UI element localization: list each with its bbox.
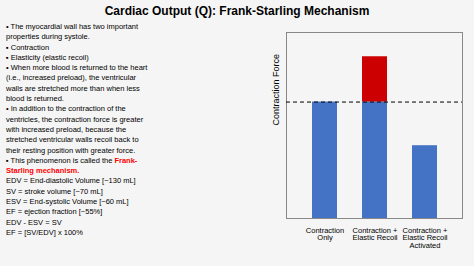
svg-text:ContractionOnly: ContractionOnly (306, 226, 344, 243)
html-text:ventricles, the contraction fo: ventricles, the contraction force is gre… (6, 114, 144, 124)
html-text:▪ Elasticity (elastic recoil): ▪ Elasticity (elastic recoil) (6, 52, 89, 62)
html-text:• When more blood is returned: • When more blood is returned to the hea… (6, 63, 148, 73)
html-text:▪ Contraction: ▪ Contraction (6, 42, 50, 52)
html-text:Cardiac Output (Q): Frank-Star: Cardiac Output (Q): Frank-Starling Mecha… (104, 4, 370, 18)
html-text:• The myocardial wall has two: • The myocardial wall has two important (6, 22, 139, 31)
svg-text:Contraction +Elastic Recoil: Contraction +Elastic Recoil (352, 226, 398, 243)
html-text:with increased preload, becaus: with increased preload, because the (6, 125, 127, 134)
svg-text:Contraction +Elastic RecoilAct: Contraction +Elastic RecoilActivated (402, 226, 448, 250)
html-text:properties during systole.: properties during systole. (6, 32, 90, 42)
html-text:blood is returned.: blood is returned. (6, 94, 64, 104)
html-text:EF = ejection fraction [~55%]: EF = ejection fraction [~55%] (6, 207, 103, 217)
html-text:EDV = End-diastolic Volume [~1: EDV = End-diastolic Volume [~130 mL] (6, 176, 136, 186)
html-text:their resting position with gr: their resting position with greater forc… (6, 145, 136, 155)
html-text:SV = stroke volume [~70 mL]: SV = stroke volume [~70 mL] (6, 186, 103, 196)
html-text:ESV = End-systolic Volume [~60: ESV = End-systolic Volume [~60 mL] (6, 197, 129, 206)
html-text:▪ This phenomenon is called th: ▪ This phenomenon is called the Frank- (6, 155, 138, 165)
html-text:walls are stretched more than: walls are stretched more than when less (6, 83, 140, 93)
html-text:EDV - ESV = SV: EDV - ESV = SV (6, 217, 62, 227)
html-text:• In addition to the contracti: • In addition to the contraction of the (6, 104, 126, 114)
svg-text:Contraction Force: Contraction Force (271, 54, 281, 126)
html-text:EF = [SV/EDV] x 100%: EF = [SV/EDV] x 100% (6, 227, 83, 237)
html-text:stretched ventricular walls re: stretched ventricular walls recoil back … (6, 135, 139, 145)
html-text:(i.e., increased preload), the: (i.e., increased preload), the ventricul… (6, 73, 137, 83)
html-text:Starling mechanism.: Starling mechanism. (6, 166, 80, 176)
